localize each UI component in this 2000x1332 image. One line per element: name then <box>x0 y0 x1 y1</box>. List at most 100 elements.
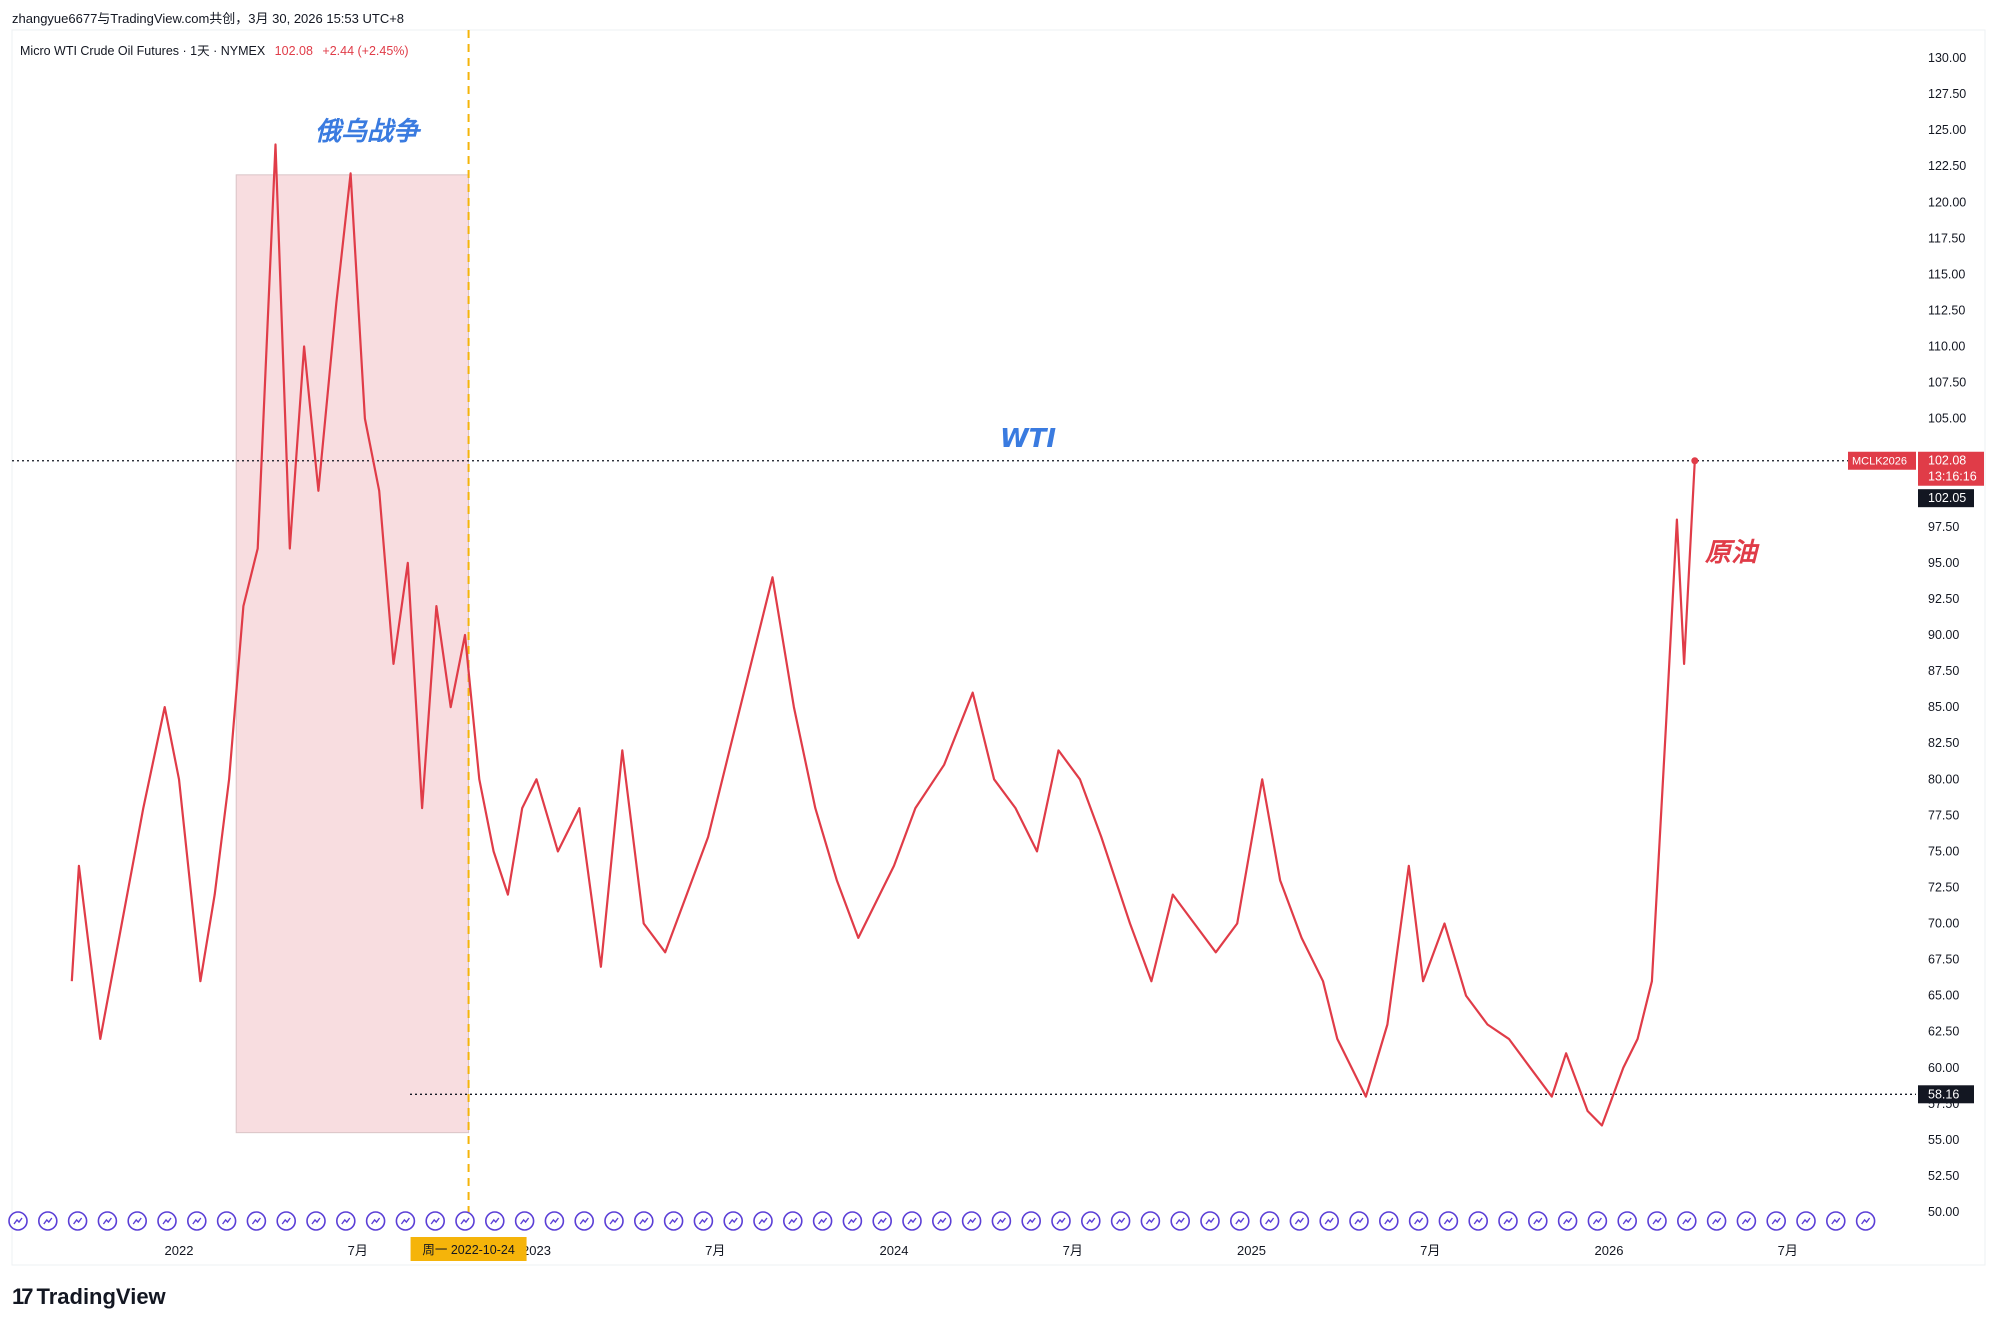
event-trend-icon <box>1473 1217 1483 1225</box>
event-trend-icon <box>430 1217 440 1225</box>
y-tick-label: 82.50 <box>1928 736 1959 750</box>
y-tick-label: 95.00 <box>1928 556 1959 570</box>
y-tick-label: 130.00 <box>1928 51 1966 65</box>
y-tick-label: 127.50 <box>1928 87 1966 101</box>
event-trend-icon <box>1533 1217 1543 1225</box>
y-tick-label: 55.00 <box>1928 1133 1959 1147</box>
crosshair-price-tag-bg <box>1918 489 1974 508</box>
event-trend-icon <box>1414 1217 1424 1225</box>
event-trend-icon <box>549 1217 559 1225</box>
y-tick-label: 72.50 <box>1928 880 1959 894</box>
event-trend-icon <box>311 1217 321 1225</box>
last-price: 102.08 <box>274 44 313 58</box>
event-trend-icon <box>698 1217 708 1225</box>
event-trend-icon <box>609 1217 619 1225</box>
x-tick-label: 2025 <box>1237 1243 1266 1258</box>
y-tick-label: 92.50 <box>1928 592 1959 606</box>
countdown-tag: 13:16:16 <box>1928 470 1977 484</box>
event-trend-icon <box>1294 1217 1304 1225</box>
y-tick-label: 77.50 <box>1928 808 1959 822</box>
event-trend-icon <box>1354 1217 1364 1225</box>
tradingview-logo[interactable]: 17 TradingView <box>12 1284 166 1310</box>
event-trend-icon <box>132 1217 142 1225</box>
event-trend-icon <box>1086 1217 1096 1225</box>
symbol-tag: MCLK2026 <box>1852 456 1907 468</box>
y-tick-label: 125.00 <box>1928 123 1966 137</box>
event-trend-icon <box>996 1217 1006 1225</box>
y-tick-label: 80.00 <box>1928 772 1959 786</box>
event-trend-icon <box>1712 1217 1722 1225</box>
y-tick-label: 67.50 <box>1928 953 1959 967</box>
event-trend-icon <box>102 1217 112 1225</box>
y-tick-label: 120.00 <box>1928 195 1966 209</box>
event-trend-icon <box>1026 1217 1036 1225</box>
x-tick-label: 2024 <box>880 1243 909 1258</box>
event-trend-icon <box>222 1217 232 1225</box>
y-tick-label: 115.00 <box>1928 267 1965 281</box>
brand-name: TradingView <box>36 1284 166 1309</box>
x-tick-label: 7月 <box>1778 1243 1798 1258</box>
crosshair-date-bg <box>410 1237 527 1261</box>
event-trend-icon <box>788 1217 798 1225</box>
y-tick-label: 75.00 <box>1928 844 1959 858</box>
tradingview-mark-icon: 17 <box>12 1284 34 1309</box>
event-trend-icon <box>1116 1217 1126 1225</box>
y-tick-label: 122.50 <box>1928 159 1966 173</box>
y-tick-label: 107.50 <box>1928 376 1966 390</box>
crosshair-price-tag: 102.05 <box>1928 491 1966 505</box>
price-change: +2.44 (+2.45%) <box>322 44 409 58</box>
y-tick-label: 85.00 <box>1928 700 1959 714</box>
event-trend-icon <box>1503 1217 1513 1225</box>
symbol-name: Micro WTI Crude Oil Futures · 1天 · NYMEX <box>20 44 266 58</box>
x-tick-label: 7月 <box>1420 1243 1440 1258</box>
event-trend-icon <box>490 1217 500 1225</box>
annotation-crude: 原油 <box>1705 538 1760 568</box>
low-price-tag: 58.16 <box>1928 1087 1959 1101</box>
event-trend-icon <box>341 1217 351 1225</box>
event-trend-icon <box>818 1217 828 1225</box>
event-trend-icon <box>669 1217 679 1225</box>
last-price-tag-bg <box>1918 451 1984 486</box>
y-tick-label: 62.50 <box>1928 1025 1959 1039</box>
y-tick-label: 105.00 <box>1928 412 1966 426</box>
last-price-tag: 102.08 <box>1928 454 1966 468</box>
y-tick-label: 87.50 <box>1928 664 1959 678</box>
event-trend-icon <box>1145 1217 1155 1225</box>
x-tick-label: 7月 <box>705 1243 725 1258</box>
event-trend-icon <box>877 1217 887 1225</box>
event-trend-icon <box>847 1217 857 1225</box>
event-trend-icon <box>937 1217 947 1225</box>
event-trend-icon <box>728 1217 738 1225</box>
y-tick-label: 112.50 <box>1928 303 1965 317</box>
event-trend-icon <box>639 1217 649 1225</box>
event-trend-icon <box>281 1217 291 1225</box>
x-tick-label: 2022 <box>165 1243 194 1258</box>
event-trend-icon <box>967 1217 977 1225</box>
event-trend-icon <box>758 1217 768 1225</box>
symbol-tag-bg <box>1848 451 1916 470</box>
event-trend-icon <box>1771 1217 1781 1225</box>
event-trend-icon <box>1235 1217 1245 1225</box>
symbol-legend[interactable]: Micro WTI Crude Oil Futures · 1天 · NYMEX… <box>20 40 409 59</box>
event-trend-icon <box>579 1217 589 1225</box>
event-trend-icon <box>162 1217 172 1225</box>
event-trend-icon <box>1205 1217 1215 1225</box>
annotation-wti: WTI <box>1000 424 1056 454</box>
y-tick-label: 52.50 <box>1928 1169 1959 1183</box>
y-tick-label: 90.00 <box>1928 628 1959 642</box>
event-trend-icon <box>251 1217 261 1225</box>
event-trend-icon <box>907 1217 917 1225</box>
event-trend-icon <box>1563 1217 1573 1225</box>
event-trend-icon <box>1324 1217 1334 1225</box>
event-trend-icon <box>1384 1217 1394 1225</box>
event-trend-icon <box>1831 1217 1841 1225</box>
y-tick-label: 50.00 <box>1928 1205 1959 1219</box>
event-trend-icon <box>1265 1217 1275 1225</box>
event-trend-icon <box>1861 1217 1871 1225</box>
crosshair-date-label: 周一 2022-10-24 <box>422 1243 514 1257</box>
y-tick-label: 60.00 <box>1928 1061 1959 1075</box>
event-trend-icon <box>1682 1217 1692 1225</box>
event-trend-icon <box>13 1217 23 1225</box>
event-trend-icon <box>1056 1217 1066 1225</box>
